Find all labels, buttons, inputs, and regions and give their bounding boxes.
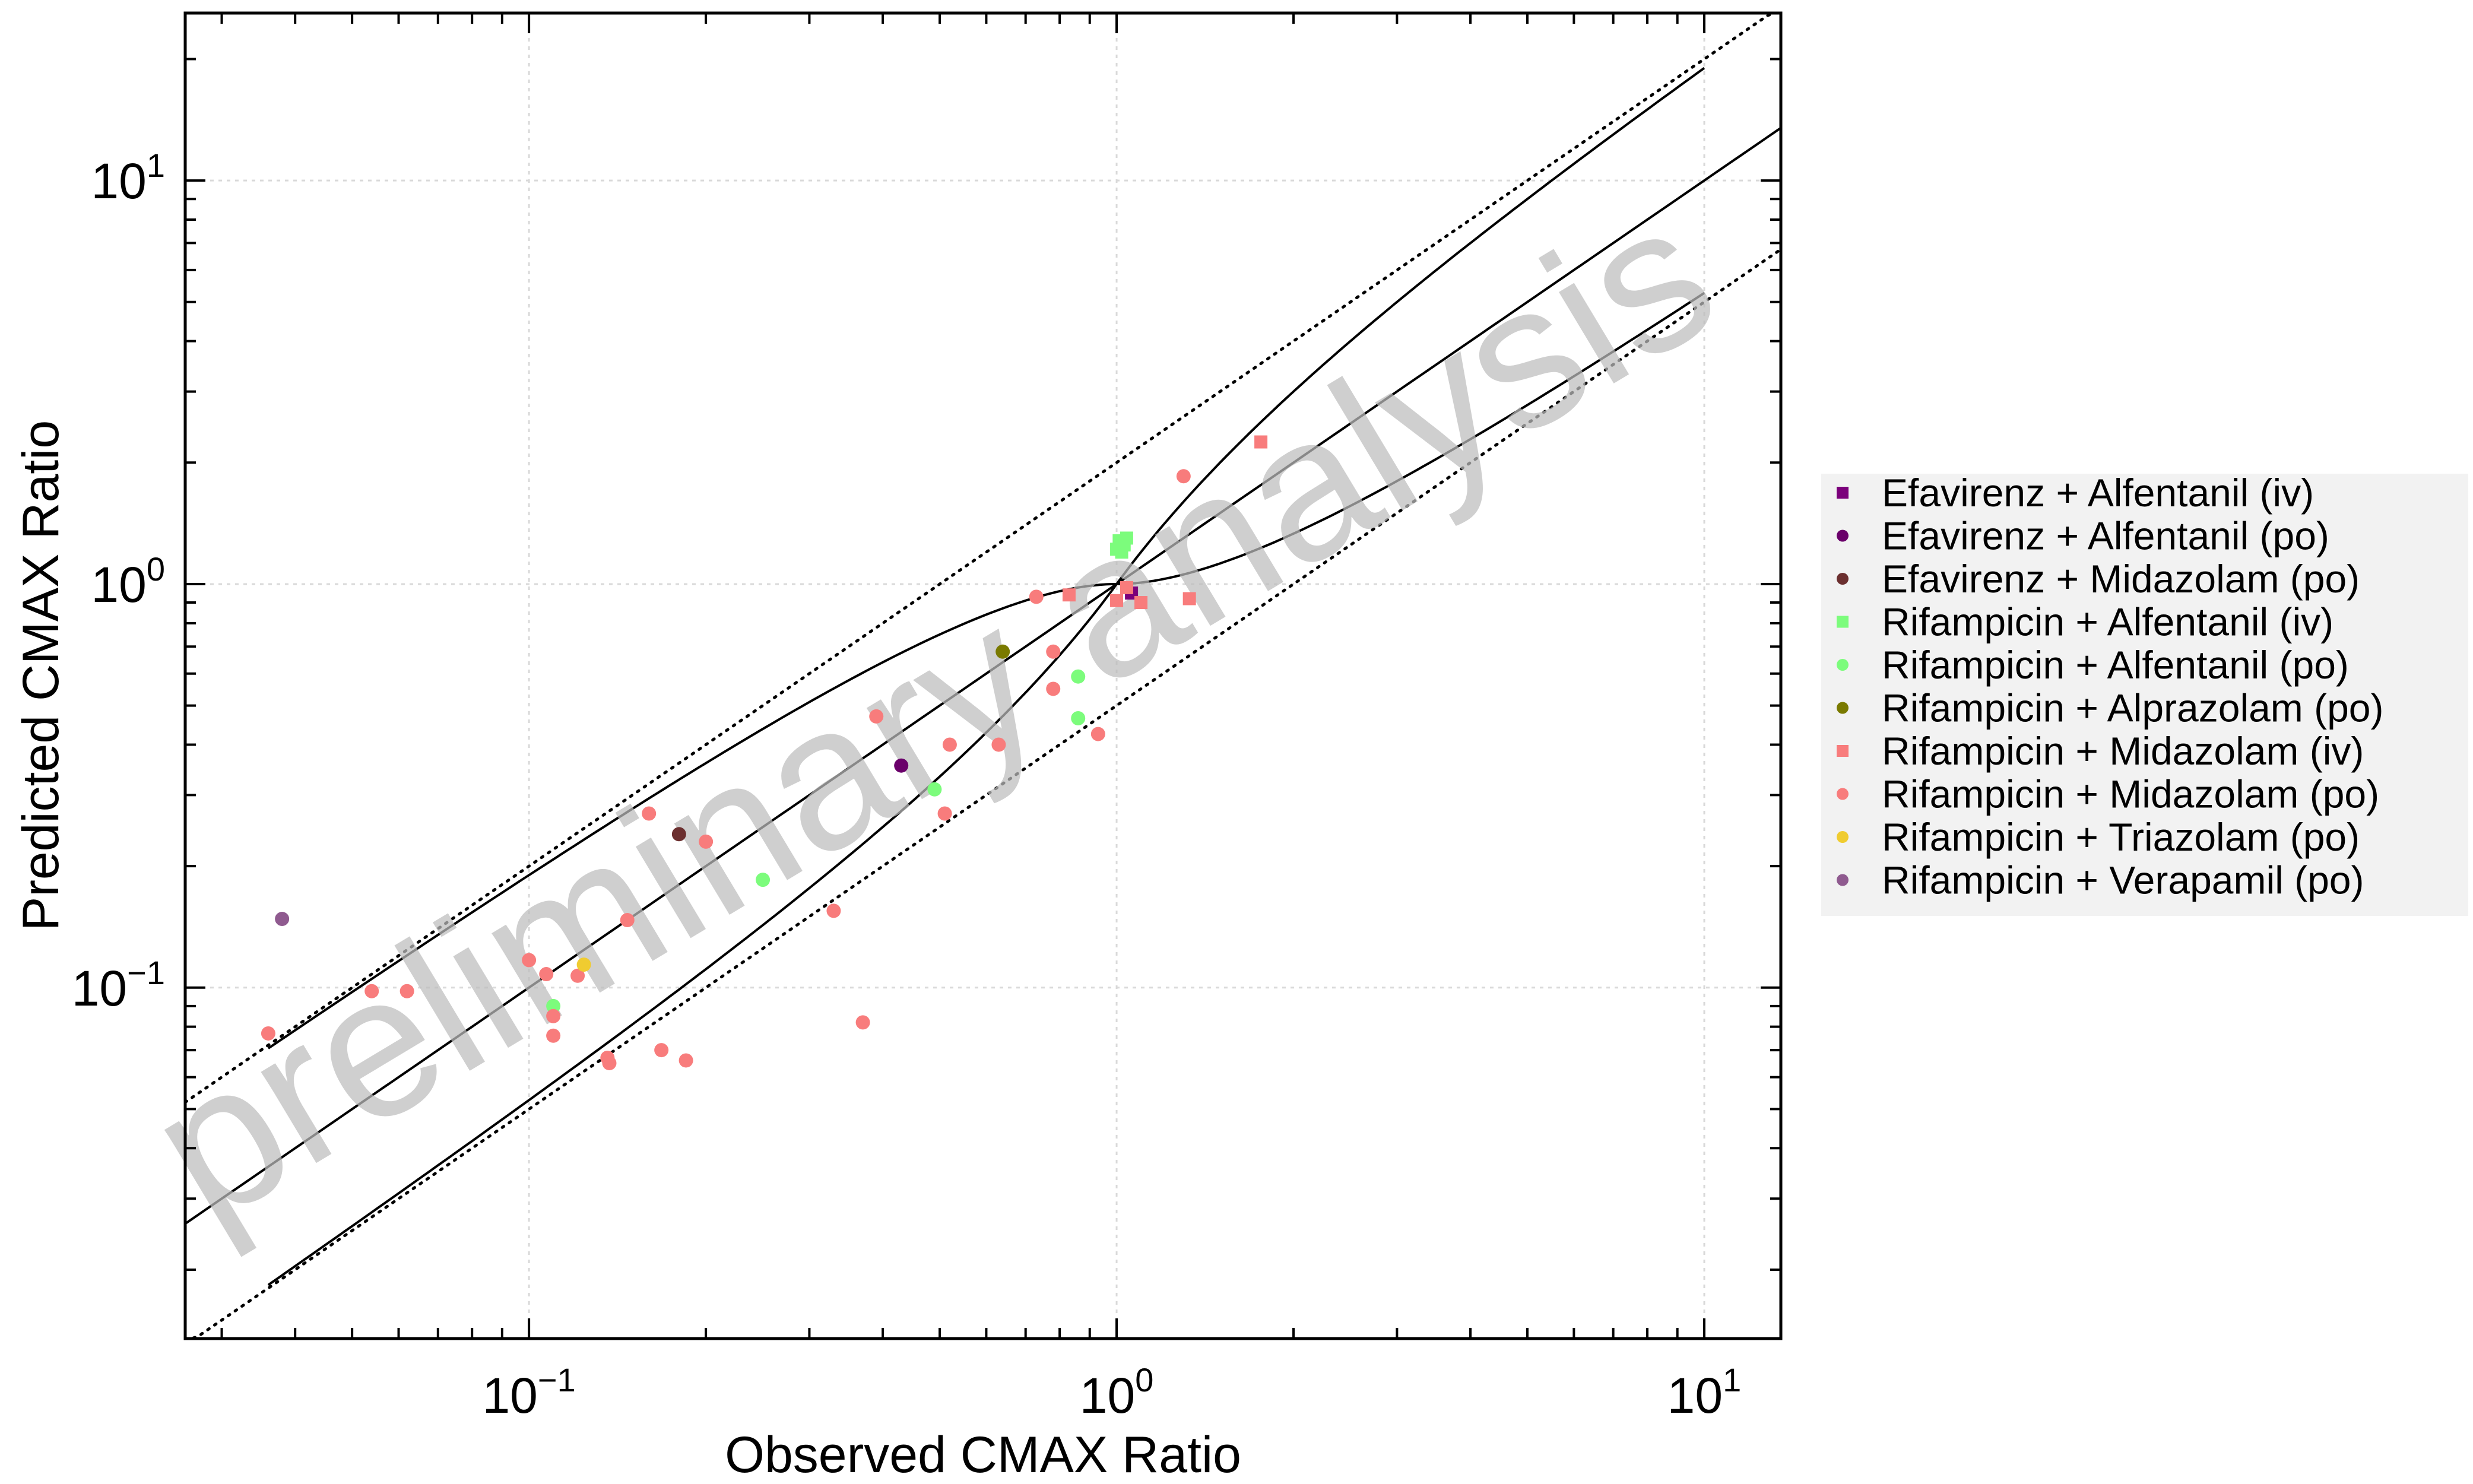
data-point — [1071, 711, 1086, 726]
data-point — [546, 998, 561, 1013]
y-tick-label: 100 — [91, 550, 165, 613]
data-point — [927, 782, 942, 797]
data-point-square — [1115, 546, 1128, 559]
data-point — [400, 984, 414, 998]
data-point — [855, 1015, 870, 1030]
data-point — [671, 827, 686, 842]
data-point — [275, 912, 290, 927]
data-point — [756, 873, 771, 887]
legend-marker — [1837, 573, 1849, 585]
legend-entry-label: Efavirenz + Alfentanil (iv) — [1882, 471, 2314, 515]
data-point — [576, 957, 591, 972]
data-point — [261, 1026, 275, 1041]
lower-twofold-line — [183, 248, 1783, 1340]
data-point — [1090, 727, 1105, 741]
plot-frame — [183, 11, 1783, 1340]
legend: Efavirenz + Alfentanil (iv)Efavirenz + A… — [1821, 471, 2468, 916]
data-point — [620, 913, 635, 928]
data-point — [546, 1009, 561, 1023]
legend-marker-square — [1837, 487, 1849, 499]
data-point-square — [1182, 592, 1196, 605]
legend-marker — [1837, 529, 1849, 542]
data-point — [602, 1055, 617, 1070]
identity-line — [184, 126, 1782, 1225]
y-tick-label: 10−1 — [72, 954, 165, 1016]
data-point-square — [1120, 581, 1133, 594]
axis-ticks — [185, 13, 1781, 1339]
data-point — [522, 953, 537, 968]
data-point — [1029, 589, 1044, 604]
data-point — [364, 984, 379, 998]
guest-lower-limit-line — [267, 291, 1705, 1049]
legend-entry-label: Rifampicin + Midazolam (iv) — [1882, 729, 2364, 773]
data-point — [995, 644, 1010, 659]
data-point — [1046, 644, 1061, 659]
data-point-square — [1120, 531, 1133, 545]
data-point — [826, 903, 841, 918]
legend-marker — [1837, 874, 1849, 886]
legend-entry-label: Rifampicin + Triazolam (po) — [1882, 815, 2360, 859]
data-point — [937, 806, 952, 821]
data-points — [261, 435, 1268, 1070]
upper-twofold-line — [183, 11, 1783, 1104]
data-point — [570, 968, 585, 983]
y-tick-label: 101 — [91, 147, 165, 209]
x-axis-label: Observed CMAX Ratio — [725, 1426, 1241, 1483]
x-tick-labels: 10−1 100 101 — [482, 1361, 1741, 1423]
data-point — [539, 967, 554, 982]
data-point-square — [1254, 435, 1268, 449]
data-point — [894, 758, 909, 773]
legend-entry-label: Rifampicin + Alfentanil (po) — [1882, 643, 2349, 687]
data-point-square — [1110, 594, 1124, 607]
x-tick-label: 101 — [1667, 1361, 1742, 1423]
legend-entry-label: Rifampicin + Verapamil (po) — [1882, 858, 2364, 902]
legend-marker — [1837, 831, 1849, 843]
reference-lines — [183, 11, 1783, 1340]
data-point — [1071, 669, 1086, 684]
data-point-square — [1134, 596, 1148, 610]
data-point — [654, 1043, 669, 1058]
grid-lines — [185, 13, 1781, 1339]
legend-marker-square — [1837, 616, 1849, 628]
legend-entry-label: Rifampicin + Midazolam (po) — [1882, 772, 2379, 816]
legend-entry-label: Rifampicin + Alprazolam (po) — [1882, 686, 2384, 730]
legend-marker — [1837, 659, 1849, 671]
legend-entry-label: Efavirenz + Alfentanil (po) — [1882, 514, 2329, 558]
data-point — [869, 709, 884, 724]
legend-marker-square — [1837, 745, 1849, 757]
legend-marker — [1837, 788, 1849, 800]
data-point — [546, 1028, 561, 1043]
legend-entry-label: Efavirenz + Midazolam (po) — [1882, 557, 2360, 601]
data-point — [679, 1053, 693, 1068]
data-point — [1046, 681, 1061, 696]
data-point — [991, 737, 1006, 752]
data-point — [1176, 469, 1191, 484]
y-tick-labels: 10−1 100 101 — [72, 147, 165, 1016]
data-point — [642, 806, 657, 821]
legend-marker — [1837, 702, 1849, 714]
x-tick-label: 10−1 — [482, 1361, 575, 1423]
data-point-square — [1062, 588, 1076, 602]
x-tick-label: 100 — [1080, 1361, 1154, 1423]
guest-upper-limit-line — [267, 66, 1705, 1286]
data-point — [942, 737, 957, 752]
legend-background — [1821, 474, 2468, 916]
legend-entry-label: Rifampicin + Alfentanil (iv) — [1882, 600, 2334, 644]
y-axis-label: Predicted CMAX Ratio — [12, 420, 69, 931]
data-point — [699, 834, 714, 849]
